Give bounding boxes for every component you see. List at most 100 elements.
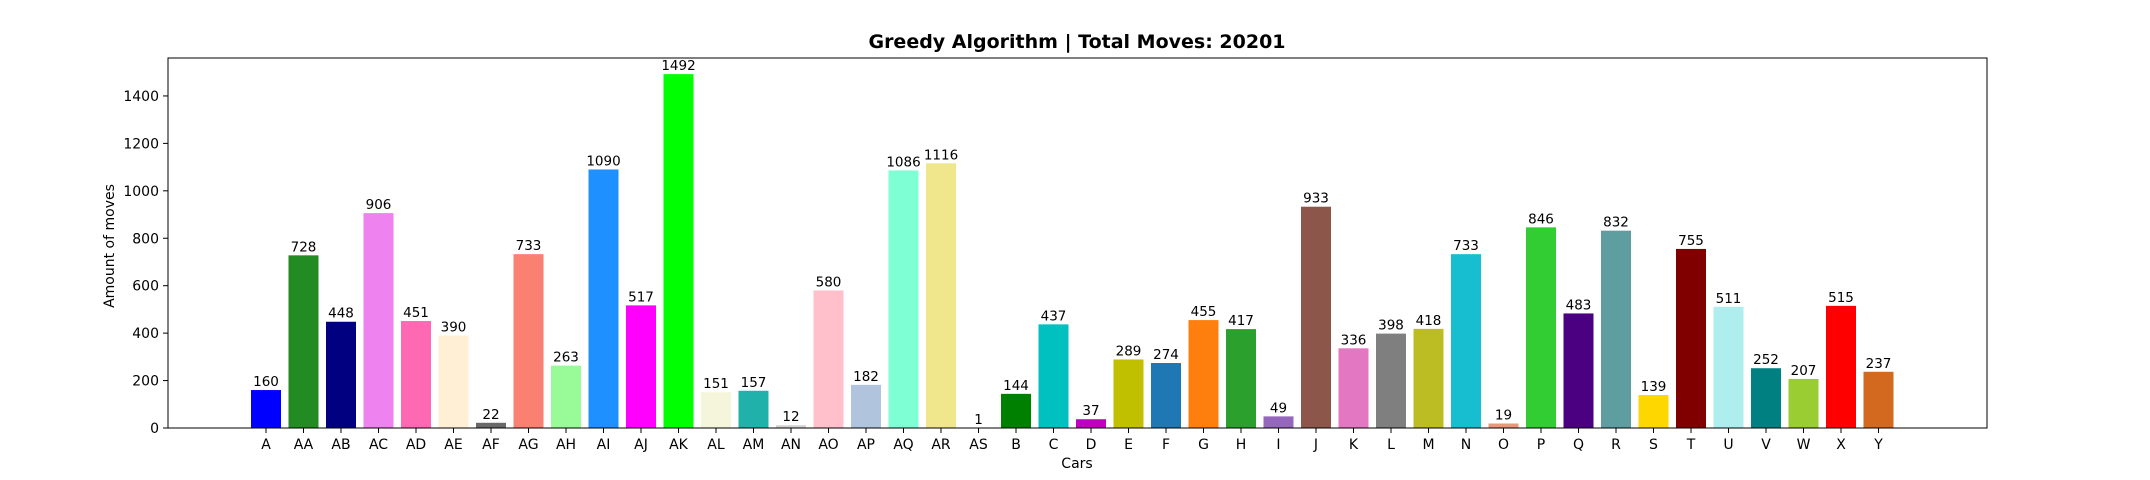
x-tick-label-an: AN bbox=[781, 437, 801, 453]
data-label-u: 511 bbox=[1716, 291, 1742, 307]
data-label-o: 19 bbox=[1495, 407, 1512, 423]
data-label-m: 418 bbox=[1416, 313, 1442, 329]
data-label-c: 437 bbox=[1041, 308, 1067, 324]
x-tick-label-b: B bbox=[1011, 437, 1021, 453]
x-tick-label-aa: AA bbox=[294, 437, 314, 453]
bar-i bbox=[1263, 416, 1294, 428]
y-tick-label: 800 bbox=[132, 231, 159, 247]
bar-ab bbox=[326, 321, 356, 428]
bar-o bbox=[1488, 423, 1519, 428]
bar-j bbox=[1301, 206, 1331, 428]
data-label-as: 1 bbox=[974, 412, 983, 428]
bar-q bbox=[1563, 313, 1594, 428]
bar-ae bbox=[438, 335, 469, 428]
x-tick-label-ap: AP bbox=[857, 437, 875, 453]
data-label-ab: 448 bbox=[328, 306, 354, 322]
bar-f bbox=[1151, 363, 1181, 428]
data-label-i: 49 bbox=[1270, 400, 1287, 416]
x-tick-label-ak: AK bbox=[669, 437, 689, 453]
data-label-t: 755 bbox=[1678, 233, 1704, 249]
x-tick-label-m: M bbox=[1422, 437, 1434, 453]
x-tick-label-k: K bbox=[1349, 437, 1359, 453]
bar-s bbox=[1638, 395, 1669, 428]
data-label-ac: 906 bbox=[366, 197, 392, 213]
bar-b bbox=[1001, 393, 1031, 428]
y-tick-label: 1000 bbox=[123, 184, 159, 200]
y-axis: 0 200 400 600 800 1000 1200 1400 bbox=[123, 89, 168, 437]
data-label-f: 274 bbox=[1153, 347, 1179, 363]
x-tick-label-e: E bbox=[1124, 437, 1133, 453]
x-tick-label-o: O bbox=[1498, 437, 1509, 453]
data-label-y: 237 bbox=[1866, 356, 1892, 372]
x-tick-label-x: X bbox=[1836, 437, 1846, 453]
x-tick-label-u: U bbox=[1723, 437, 1733, 453]
x-tick-label-ac: AC bbox=[369, 437, 388, 453]
x-tick-label-y: Y bbox=[1873, 437, 1883, 453]
x-tick-label-q: Q bbox=[1573, 437, 1584, 453]
x-tick-label-f: F bbox=[1162, 437, 1170, 453]
bars: 1607284489064513902273326310905171492151… bbox=[251, 58, 1894, 429]
data-label-g: 455 bbox=[1191, 304, 1217, 320]
bar-x bbox=[1826, 305, 1856, 428]
chart-title: Greedy Algorithm | Total Moves: 20201 bbox=[868, 31, 1285, 53]
x-tick-label-ae: AE bbox=[444, 437, 462, 453]
data-label-h: 417 bbox=[1228, 313, 1254, 329]
bar-r bbox=[1601, 230, 1631, 428]
bar-aj bbox=[626, 305, 656, 428]
bar-m bbox=[1413, 328, 1444, 428]
data-label-p: 846 bbox=[1528, 211, 1554, 227]
x-tick-label-p: P bbox=[1537, 437, 1545, 453]
x-tick-label-l: L bbox=[1387, 437, 1395, 453]
x-tick-label-ab: AB bbox=[331, 437, 350, 453]
bar-aa bbox=[288, 255, 319, 428]
x-tick-label-ai: AI bbox=[597, 437, 611, 453]
x-tick-label-a: A bbox=[261, 437, 271, 453]
x-axis: A AA AB AC AD AE AF AG AH AI AJ AK AL AM AN AO AP AQ AR AS B… bbox=[261, 428, 1883, 453]
data-label-ag: 733 bbox=[516, 238, 542, 254]
x-tick-label-ah: AH bbox=[556, 437, 576, 453]
x-tick-label-w: W bbox=[1797, 437, 1811, 453]
x-tick-label-ao: AO bbox=[818, 437, 838, 453]
data-label-x: 515 bbox=[1828, 290, 1854, 306]
bar-c bbox=[1038, 324, 1069, 428]
x-tick-label-ad: AD bbox=[406, 437, 426, 453]
x-tick-label-h: H bbox=[1236, 437, 1247, 453]
data-label-an: 12 bbox=[782, 409, 799, 425]
bar-v bbox=[1751, 368, 1781, 428]
bar-al bbox=[701, 392, 731, 428]
y-tick-label: 200 bbox=[132, 374, 159, 390]
x-axis-label: Cars bbox=[1061, 456, 1092, 472]
bar-ag bbox=[513, 254, 544, 428]
data-label-ao: 580 bbox=[816, 274, 842, 290]
x-tick-label-ar: AR bbox=[931, 437, 951, 453]
bar-ac bbox=[363, 213, 394, 428]
bar-ap bbox=[851, 384, 881, 428]
bar-l bbox=[1376, 333, 1406, 428]
y-tick-label: 600 bbox=[132, 279, 159, 295]
x-tick-label-t: T bbox=[1686, 437, 1696, 453]
x-tick-label-ag: AG bbox=[518, 437, 538, 453]
data-label-am: 157 bbox=[741, 375, 767, 391]
data-label-aa: 728 bbox=[291, 239, 317, 255]
x-tick-label-v: V bbox=[1761, 437, 1771, 453]
bar-n bbox=[1451, 254, 1481, 428]
data-label-ap: 182 bbox=[853, 369, 879, 385]
y-tick-label: 1200 bbox=[123, 136, 159, 152]
x-tick-label-af: AF bbox=[482, 437, 500, 453]
x-tick-label-g: G bbox=[1198, 437, 1209, 453]
data-label-al: 151 bbox=[703, 376, 729, 392]
bar-u bbox=[1713, 306, 1744, 428]
plot-frame bbox=[167, 57, 1988, 429]
x-tick-label-am: AM bbox=[743, 437, 765, 453]
bar-k bbox=[1338, 348, 1369, 428]
bar-t bbox=[1676, 248, 1706, 428]
bar-ar bbox=[926, 163, 956, 429]
data-label-ak: 1492 bbox=[661, 58, 695, 74]
x-tick-label-s: S bbox=[1649, 437, 1658, 453]
data-label-aq: 1086 bbox=[886, 154, 920, 170]
data-label-e: 289 bbox=[1116, 343, 1142, 359]
bar-h bbox=[1226, 329, 1256, 428]
data-label-n: 733 bbox=[1453, 238, 1479, 254]
bar-g bbox=[1188, 320, 1219, 428]
